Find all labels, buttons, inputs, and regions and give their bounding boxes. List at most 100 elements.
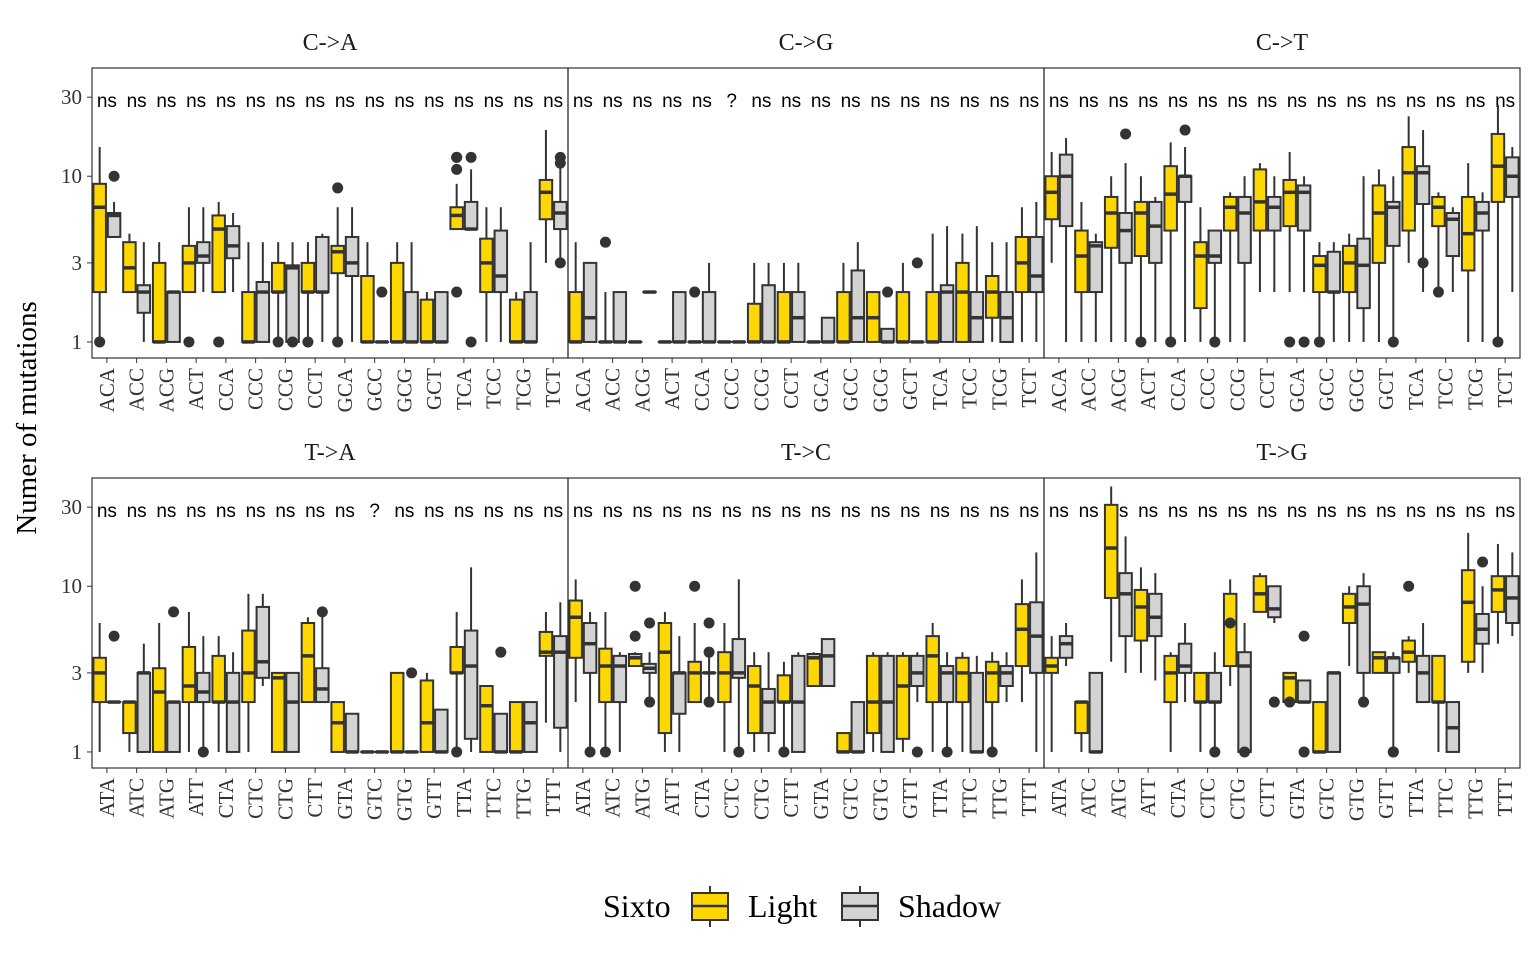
- significance-label: ns: [484, 91, 504, 112]
- shadow-box: [167, 702, 180, 752]
- significance-label: ns: [543, 501, 563, 522]
- shadow-box: [138, 285, 151, 313]
- shadow-outlier: [168, 606, 179, 617]
- x-tick-label: TTT: [1017, 778, 1041, 817]
- shadow-box: [1209, 673, 1222, 702]
- x-tick-label: TCT: [541, 368, 565, 408]
- light-box: [897, 292, 910, 342]
- panel-title: T->C: [781, 440, 831, 466]
- shadow-outlier: [1239, 746, 1250, 757]
- x-tick-label: GCG: [1344, 368, 1368, 412]
- shadow-box: [1387, 658, 1400, 673]
- shadow-outlier: [1477, 557, 1488, 568]
- significance-label: ns: [781, 91, 801, 112]
- x-tick-label: ATA: [571, 777, 595, 817]
- significance-label: ns: [454, 501, 474, 522]
- significance-label: ns: [632, 91, 652, 112]
- light-box: [897, 656, 910, 739]
- significance-label: ns: [573, 501, 593, 522]
- shadow-box: [703, 292, 716, 342]
- shadow-box: [762, 285, 775, 342]
- significance-label: ns: [1049, 501, 1069, 522]
- x-tick-label: CTG: [273, 778, 297, 820]
- significance-label: ns: [97, 91, 117, 112]
- shadow-box: [1060, 155, 1073, 226]
- light-outlier: [273, 336, 284, 347]
- significance-label: ns: [781, 501, 801, 522]
- significance-label: ns: [722, 501, 742, 522]
- light-box: [391, 263, 404, 342]
- light-box: [1343, 246, 1356, 292]
- light-box: [450, 647, 463, 673]
- y-tick-label: 30: [61, 495, 82, 519]
- shadow-outlier: [287, 336, 298, 347]
- light-outlier: [332, 182, 343, 193]
- significance-label: ns: [127, 91, 147, 112]
- significance-label: ns: [1406, 91, 1426, 112]
- shadow-box: [197, 673, 210, 702]
- shadow-box: [852, 270, 865, 341]
- significance-label: ns: [335, 91, 355, 112]
- light-box: [956, 263, 969, 342]
- significance-label: ns: [1019, 91, 1039, 112]
- shadow-box: [1090, 673, 1103, 752]
- y-tick-label: 10: [61, 164, 82, 188]
- shadow-outlier: [198, 746, 209, 757]
- shadow-outlier: [555, 152, 566, 163]
- x-tick-label: ATT: [1136, 778, 1160, 817]
- significance-label: ns: [1168, 501, 1188, 522]
- shadow-box: [1000, 666, 1013, 686]
- light-outlier: [451, 164, 462, 175]
- x-tick-label: GTT: [422, 778, 446, 819]
- shadow-box: [316, 668, 329, 702]
- shadow-outlier: [1358, 697, 1369, 708]
- x-tick-label: GTG: [1344, 778, 1368, 821]
- light-box: [212, 215, 225, 292]
- significance-label: ns: [275, 91, 295, 112]
- significance-label: ns: [1287, 91, 1307, 112]
- light-box: [1432, 656, 1445, 702]
- significance-label: ns: [424, 501, 444, 522]
- significance-label: ns: [1495, 501, 1515, 522]
- x-tick-label: TTA: [452, 777, 476, 817]
- significance-label: ns: [97, 501, 117, 522]
- significance-label: ns: [811, 91, 831, 112]
- significance-label: ns: [900, 91, 920, 112]
- significance-label: ns: [156, 501, 176, 522]
- shadow-outlier: [1388, 746, 1399, 757]
- shadow-box: [316, 237, 329, 292]
- light-box: [1164, 656, 1177, 702]
- significance-label: ns: [127, 501, 147, 522]
- shadow-box: [405, 292, 418, 342]
- shadow-box: [1149, 594, 1162, 636]
- shadow-outlier: [109, 631, 120, 642]
- light-outlier: [1492, 336, 1503, 347]
- significance-label: ns: [1346, 91, 1366, 112]
- light-box: [153, 263, 166, 342]
- light-box: [183, 246, 196, 292]
- light-box: [361, 276, 374, 342]
- panel-title: T->A: [304, 440, 356, 466]
- significance-label: ns: [930, 501, 950, 522]
- shadow-box: [762, 689, 775, 733]
- shadow-box: [554, 202, 567, 229]
- significance-label: ns: [1019, 501, 1039, 522]
- light-outlier: [1225, 618, 1236, 629]
- significance-label: ns: [841, 91, 861, 112]
- x-tick-label: ACC: [125, 368, 149, 411]
- shadow-box: [1268, 197, 1281, 231]
- y-tick-label: 1: [72, 330, 83, 354]
- x-tick-label: TCG: [511, 368, 535, 410]
- light-outlier: [987, 746, 998, 757]
- light-box: [569, 292, 582, 342]
- shadow-box: [524, 702, 537, 752]
- shadow-box: [1268, 586, 1281, 617]
- light-box: [123, 702, 136, 733]
- light-box: [837, 733, 850, 752]
- shadow-box: [197, 242, 210, 263]
- significance-label: ns: [424, 91, 444, 112]
- x-tick-label: TCA: [1404, 367, 1428, 410]
- significance-label: ns: [692, 501, 712, 522]
- x-tick-label: GCT: [422, 368, 446, 410]
